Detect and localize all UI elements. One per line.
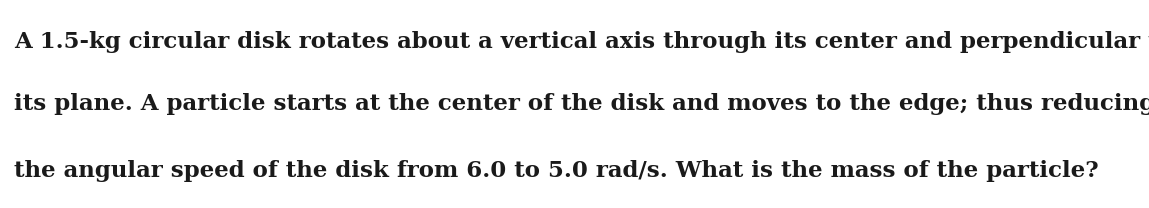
- Text: A 1.5-kg circular disk rotates about a vertical axis through its center and perp: A 1.5-kg circular disk rotates about a v…: [14, 31, 1149, 53]
- Text: its plane. A particle starts at the center of the disk and moves to the edge; th: its plane. A particle starts at the cent…: [14, 93, 1149, 115]
- Text: the angular speed of the disk from 6.0 to 5.0 rad/s. What is the mass of the par: the angular speed of the disk from 6.0 t…: [14, 160, 1098, 182]
